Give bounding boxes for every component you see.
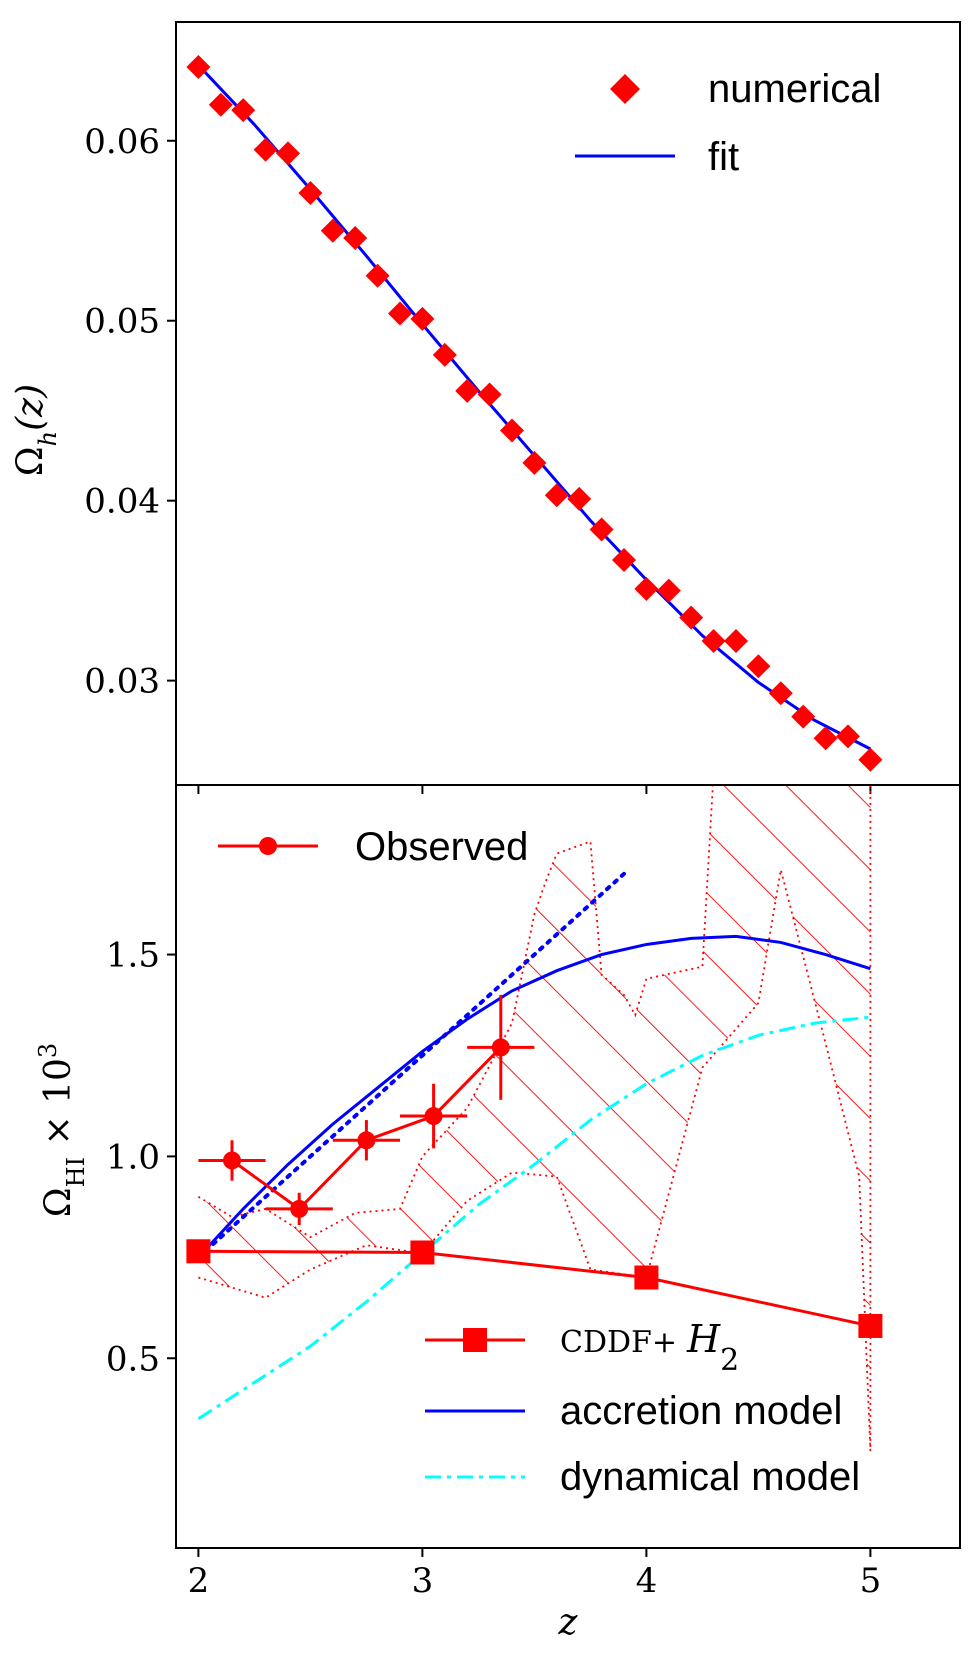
numerical-point (701, 629, 726, 654)
top-y-ticks: 0.03 0.04 0.05 0.06 (84, 122, 176, 702)
x-axis-label: z (558, 1602, 579, 1643)
numerical-point (544, 483, 569, 508)
accretion-model-line (197, 934, 871, 1259)
numerical-point (679, 605, 704, 630)
legend-accretion-label: accretion model (560, 1389, 842, 1433)
hatched-band-lower (198, 869, 872, 1452)
numerical-point (276, 141, 300, 166)
numerical-point (186, 54, 211, 79)
numerical-point (477, 382, 502, 407)
top-axes-frame (175, 21, 961, 786)
bottom-y-axis-label: ΩHI × 103 (34, 1043, 90, 1217)
observed-point (290, 1199, 309, 1218)
bottom-y-tick-label: 1.5 (106, 936, 160, 976)
legend-cddf-label: CDDF+ H2 (560, 1317, 739, 1378)
cddf-line (198, 1249, 871, 1328)
legend-observed-label: Observed (355, 825, 528, 869)
observed-point (424, 1107, 443, 1126)
top-y-tick-label: 0.04 (84, 482, 160, 522)
numerical-point (612, 548, 636, 573)
numerical-point (746, 654, 771, 679)
legend-cddf-marker (463, 1328, 487, 1352)
bottom-legend: CDDF+ H2 accretion model dynamical model (425, 1317, 860, 1499)
numerical-point (836, 724, 860, 749)
cddf-point (858, 1313, 883, 1338)
bottom-axes-frame (175, 784, 961, 1549)
bottom-legend-observed: Observed (218, 825, 528, 869)
legend-dynamical-label: dynamical model (560, 1455, 860, 1499)
top-y-tick-label: 0.05 (84, 302, 160, 342)
legend-numerical-label: numerical (708, 67, 881, 111)
observed-point (223, 1151, 241, 1170)
hatched-band-fill (198, 785, 871, 1452)
bottom-x-tick-label: 2 (188, 1561, 210, 1601)
legend-observed-marker (259, 837, 277, 855)
bottom-x-ticks: 2 3 4 5 (188, 1548, 882, 1601)
numerical-point (432, 342, 457, 367)
cddf-point (634, 1265, 659, 1290)
fit-line (197, 64, 872, 751)
top-panel: 0.03 0.04 0.05 0.06 Ωh(z) numerical fit (10, 21, 961, 794)
numerical-point (589, 517, 614, 542)
numerical-point (813, 726, 838, 751)
numerical-point (500, 418, 524, 443)
numerical-point (567, 486, 592, 511)
bottom-x-tick-label: 5 (860, 1561, 882, 1601)
numerical-point (208, 92, 233, 117)
bottom-y-tick-label: 0.5 (106, 1339, 160, 1379)
numerical-point (768, 681, 793, 706)
top-y-tick-label: 0.03 (84, 662, 160, 702)
cddf-point (410, 1240, 435, 1265)
numerical-point (320, 218, 345, 243)
numerical-point (522, 450, 547, 475)
numerical-point (410, 306, 435, 331)
numerical-point (388, 301, 412, 326)
cddf-point (186, 1239, 211, 1264)
dynamical-model-line (197, 1015, 871, 1421)
numerical-point (298, 180, 323, 205)
top-y-axis-label: Ωh(z) (10, 384, 62, 476)
bottom-x-tick-label: 4 (636, 1561, 658, 1601)
numerical-point (791, 704, 816, 729)
bottom-plot-area (186, 785, 883, 1452)
bottom-panel: 0.5 1.0 1.5 2 3 4 5 ΩHI × 103 z Observed CDDF… (34, 784, 961, 1643)
legend-fit-label: fit (708, 135, 739, 179)
numerical-point (343, 225, 368, 250)
numerical-point (634, 576, 659, 601)
legend-numerical-marker (610, 74, 640, 104)
numerical-point (365, 263, 390, 288)
top-y-tick-label: 0.06 (84, 122, 160, 162)
observed-point (357, 1131, 376, 1150)
numerical-point (231, 98, 256, 123)
numerical-point (858, 747, 883, 772)
hatched-band-upper (197, 785, 714, 1239)
top-legend: numerical fit (575, 67, 881, 179)
numerical-point (253, 137, 278, 162)
observed-point (491, 1038, 510, 1057)
top-plot-area (186, 54, 883, 772)
bottom-y-ticks: 0.5 1.0 1.5 (106, 936, 176, 1379)
numerical-point (455, 378, 480, 403)
numerical-point (724, 629, 748, 654)
bottom-x-tick-label: 3 (412, 1561, 434, 1601)
bottom-y-tick-label: 1.0 (106, 1137, 160, 1177)
numerical-point (656, 578, 681, 603)
